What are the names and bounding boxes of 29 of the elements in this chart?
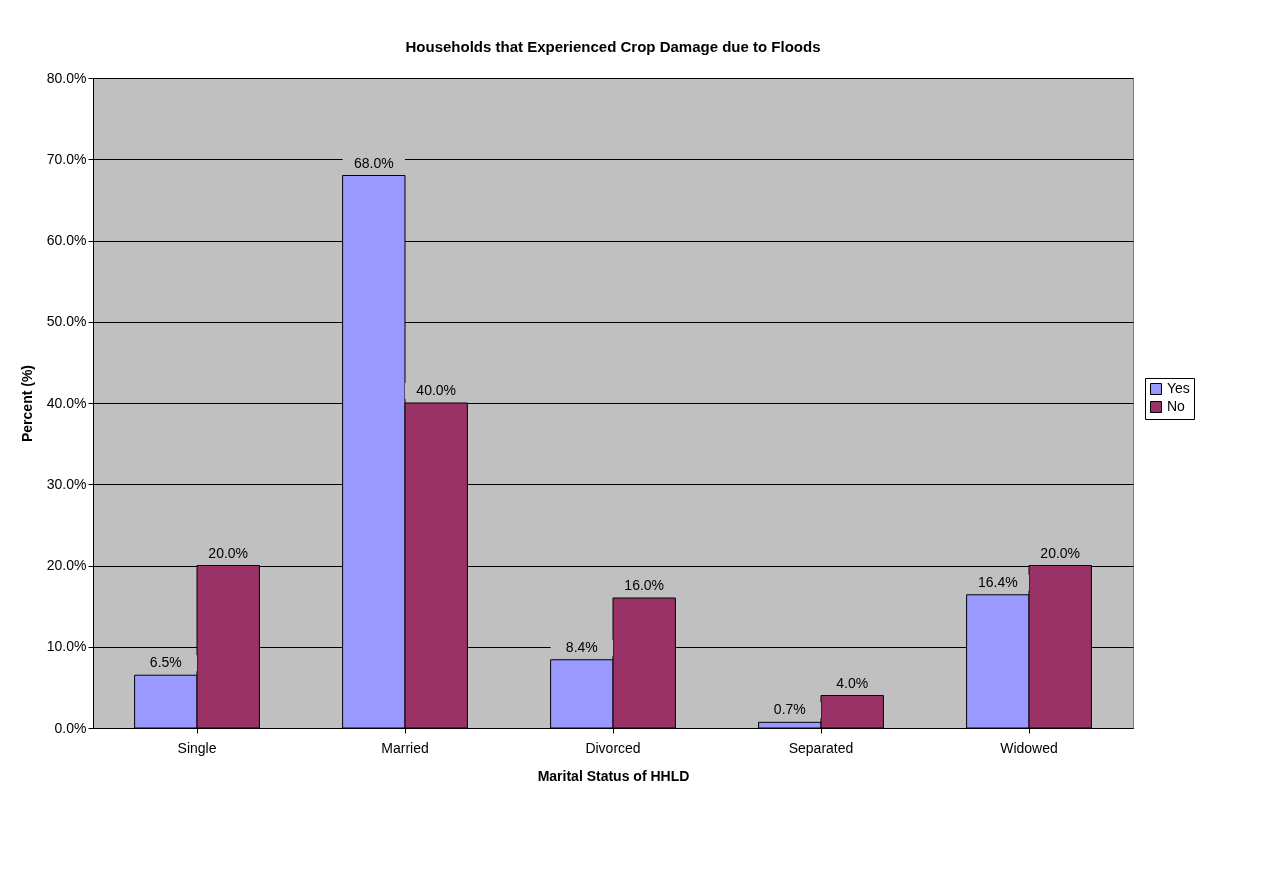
data-label: 16.0% (624, 577, 665, 593)
data-label: 8.4% (565, 638, 598, 655)
data-label: 20.0% (1040, 544, 1081, 561)
y-tick-label: 20.0% (46, 557, 87, 573)
x-tick-label: Married (381, 739, 429, 756)
y-tick-label: 0.0% (54, 719, 87, 736)
y-tick-label: 50.0% (46, 313, 87, 330)
legend-label: Yes (1167, 380, 1190, 396)
chart-title: Households that Experienced Crop Damage due to Floods (405, 38, 821, 55)
data-label: 4.0% (836, 674, 869, 691)
x-tick-label: Widowed (1000, 739, 1058, 756)
legend-label: No (1167, 398, 1186, 414)
y-tick-label: 40.0% (46, 394, 87, 411)
x-tick-label: Divorced (585, 739, 641, 756)
data-label: 16.4% (977, 573, 1018, 590)
y-tick-label: 80.0% (46, 69, 87, 86)
x-axis-title: Marital Status of HHLD (537, 767, 690, 784)
x-tick-label: Separated (788, 739, 854, 756)
data-label: 20.0% (208, 544, 249, 561)
x-tick-label: Single (177, 739, 217, 756)
data-label: 6.5% (149, 654, 182, 671)
data-label: 0.7% (773, 701, 806, 718)
y-tick-label: 60.0% (46, 232, 87, 248)
data-label: 40.0% (416, 382, 457, 398)
y-tick-label: 10.0% (46, 638, 87, 655)
data-label: 68.0% (353, 154, 394, 171)
y-axis-title: Percent (%) (18, 364, 35, 443)
y-tick-label: 70.0% (46, 150, 87, 167)
y-tick-label: 30.0% (46, 475, 87, 492)
